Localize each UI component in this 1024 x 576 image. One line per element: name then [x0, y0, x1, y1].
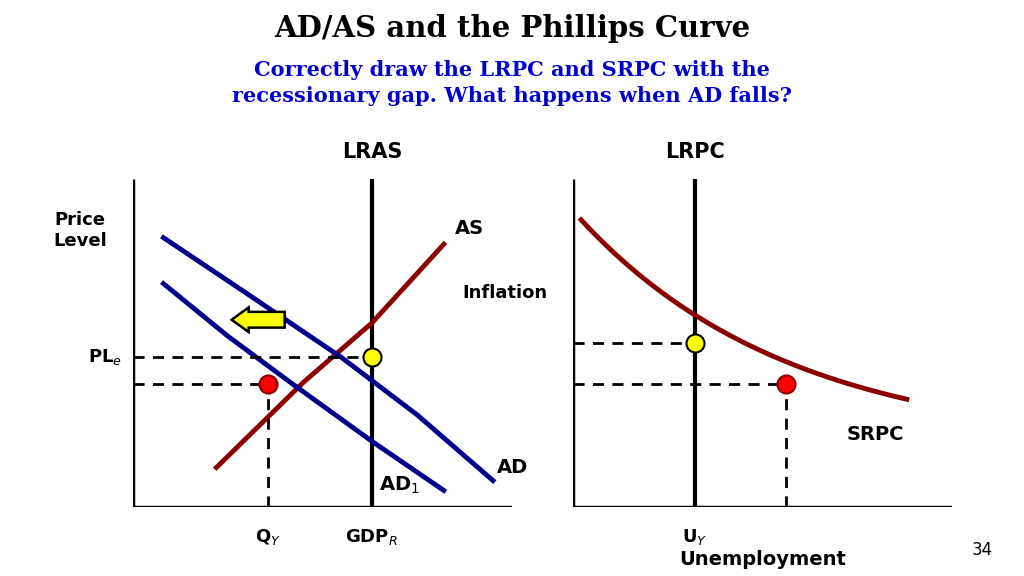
Text: Unemployment: Unemployment — [680, 550, 846, 569]
Text: AD: AD — [497, 458, 528, 477]
Text: 34: 34 — [972, 541, 993, 559]
Text: Correctly draw the LRPC and SRPC with the
recessionary gap. What happens when AD: Correctly draw the LRPC and SRPC with th… — [232, 60, 792, 106]
Text: LRPC: LRPC — [665, 142, 725, 162]
Text: Price
Level: Price Level — [53, 211, 106, 250]
Text: AD/AS and the Phillips Curve: AD/AS and the Phillips Curve — [274, 14, 750, 43]
Text: PL$_e$: PL$_e$ — [88, 347, 122, 367]
Text: Q$_Y$: Q$_Y$ — [255, 526, 281, 547]
FancyArrow shape — [231, 308, 285, 332]
Text: Inflation: Inflation — [463, 285, 548, 302]
Text: U$_Y$: U$_Y$ — [682, 526, 708, 547]
Text: SRPC: SRPC — [846, 425, 904, 444]
Text: AD$_1$: AD$_1$ — [379, 475, 420, 496]
Text: LRAS: LRAS — [342, 142, 402, 162]
Text: GDP$_R$: GDP$_R$ — [345, 526, 398, 547]
Text: AS: AS — [455, 219, 484, 238]
